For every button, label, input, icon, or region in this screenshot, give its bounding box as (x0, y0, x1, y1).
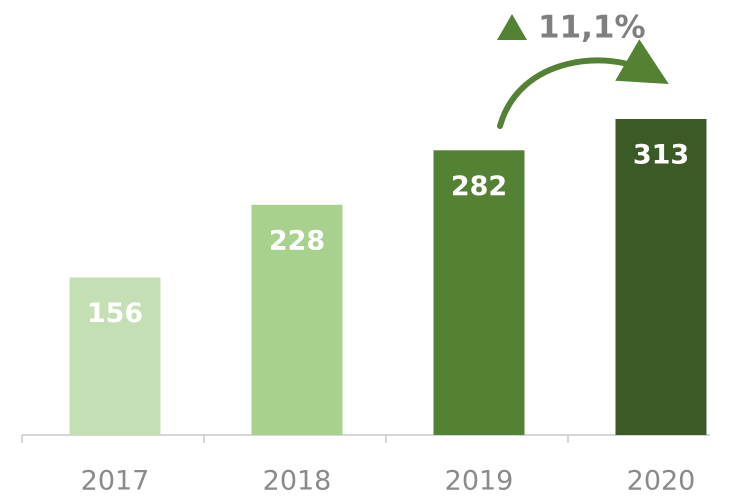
growth-arrow (497, 39, 669, 129)
x-tick-label: 2020 (627, 466, 696, 497)
value-label: 282 (451, 171, 507, 202)
value-label: 156 (87, 298, 143, 329)
growth-annotation: 11,1% (538, 10, 646, 46)
x-tick-label: 2019 (445, 466, 514, 497)
up-triangle (497, 14, 527, 40)
bar (615, 119, 707, 435)
x-tick-label: 2017 (81, 466, 150, 497)
bar (69, 277, 161, 435)
bar (433, 150, 525, 435)
bar (251, 204, 343, 435)
value-label: 313 (633, 140, 689, 171)
value-label: 228 (269, 225, 325, 256)
x-tick-label: 2018 (263, 466, 332, 497)
